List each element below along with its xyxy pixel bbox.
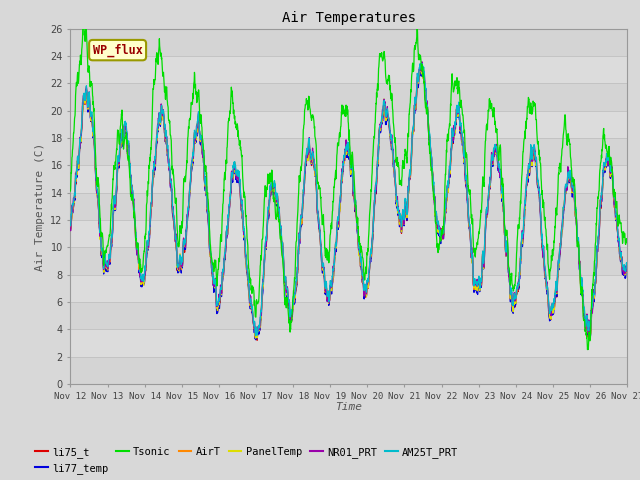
Title: Air Temperatures: Air Temperatures xyxy=(282,11,416,25)
Bar xyxy=(70,357,627,384)
Bar xyxy=(70,193,627,220)
X-axis label: Time: Time xyxy=(335,402,362,412)
Bar xyxy=(70,302,627,329)
Y-axis label: Air Temperature (C): Air Temperature (C) xyxy=(35,142,45,271)
Bar xyxy=(70,56,627,84)
Text: WP_flux: WP_flux xyxy=(93,44,143,57)
Bar xyxy=(70,84,627,111)
Bar xyxy=(70,166,627,193)
Bar xyxy=(70,111,627,138)
Bar xyxy=(70,1,627,29)
Bar xyxy=(70,247,627,275)
Bar xyxy=(70,29,627,56)
Bar xyxy=(70,220,627,247)
Bar xyxy=(70,138,627,166)
Legend: li75_t, li77_temp, Tsonic, AirT, PanelTemp, NR01_PRT, AM25T_PRT: li75_t, li77_temp, Tsonic, AirT, PanelTe… xyxy=(31,443,462,478)
Bar xyxy=(70,329,627,357)
Bar xyxy=(70,275,627,302)
